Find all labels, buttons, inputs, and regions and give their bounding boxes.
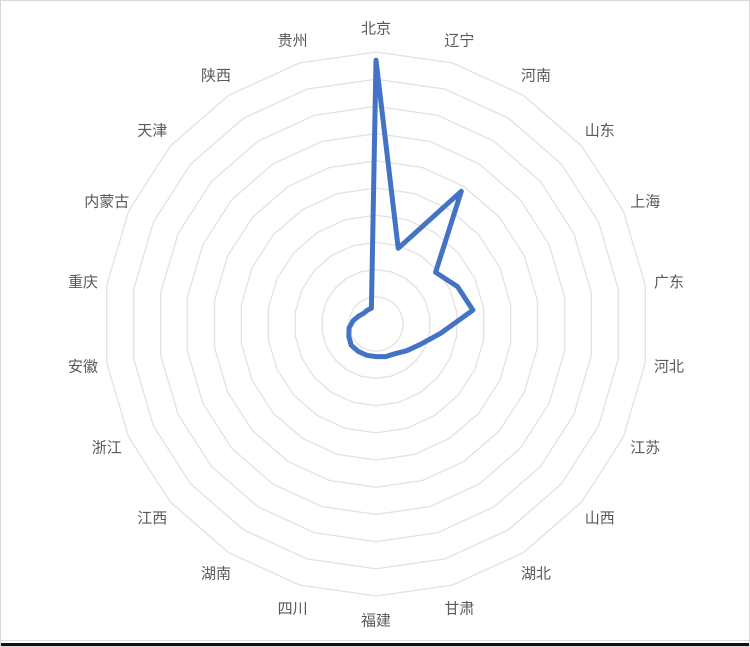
- grid-ring-7: [186, 132, 566, 516]
- axis-label-shanghai: 上海: [630, 192, 660, 210]
- grid-ring-8: [159, 105, 593, 543]
- axis-label-tianjin: 天津: [137, 121, 167, 139]
- grid-ring-10: [106, 51, 646, 597]
- axis-label-shanxi: 山西: [585, 509, 615, 527]
- window-bottom-edge: [1, 643, 749, 646]
- grid-ring-4: [267, 214, 485, 434]
- grid-ring-6: [213, 160, 539, 488]
- axis-label-neimenggu: 内蒙古: [84, 192, 129, 210]
- grid-ring-9: [133, 78, 619, 570]
- axis-label-sichuan: 四川: [278, 599, 308, 617]
- axis-label-jiangxi: 江西: [137, 509, 167, 527]
- axis-label-jiangsu: 江苏: [630, 438, 660, 456]
- grid-ring-5: [240, 187, 512, 461]
- axis-label-guangdong: 广东: [654, 273, 684, 291]
- axis-label-hunan: 湖南: [201, 564, 231, 582]
- axis-label-beijing: 北京: [361, 19, 391, 37]
- axis-label-hubei: 湖北: [521, 564, 551, 582]
- axis-label-hebei: 河北: [654, 357, 684, 375]
- grid-ring-3: [294, 241, 458, 407]
- grid-ring-2: [321, 268, 431, 380]
- axis-label-chongqing: 重庆: [68, 273, 98, 291]
- axis-label-anhui: 安徽: [68, 357, 98, 375]
- axis-label-zhejiang: 浙江: [92, 438, 122, 456]
- axis-label-henan: 河南: [521, 66, 551, 84]
- axis-label-liaoning: 辽宁: [444, 31, 474, 49]
- frame-bottom-border: [1, 640, 749, 641]
- axis-label-shaanxi: 陕西: [201, 66, 231, 84]
- axis-label-shandong: 山东: [585, 121, 615, 139]
- axis-label-gansu: 甘肃: [444, 599, 474, 617]
- data-series-line[interactable]: [346, 57, 476, 360]
- axis-label-fujian: 福建: [361, 611, 391, 629]
- grid-ring-1: [348, 296, 404, 352]
- axis-label-guizhou: 贵州: [278, 31, 308, 49]
